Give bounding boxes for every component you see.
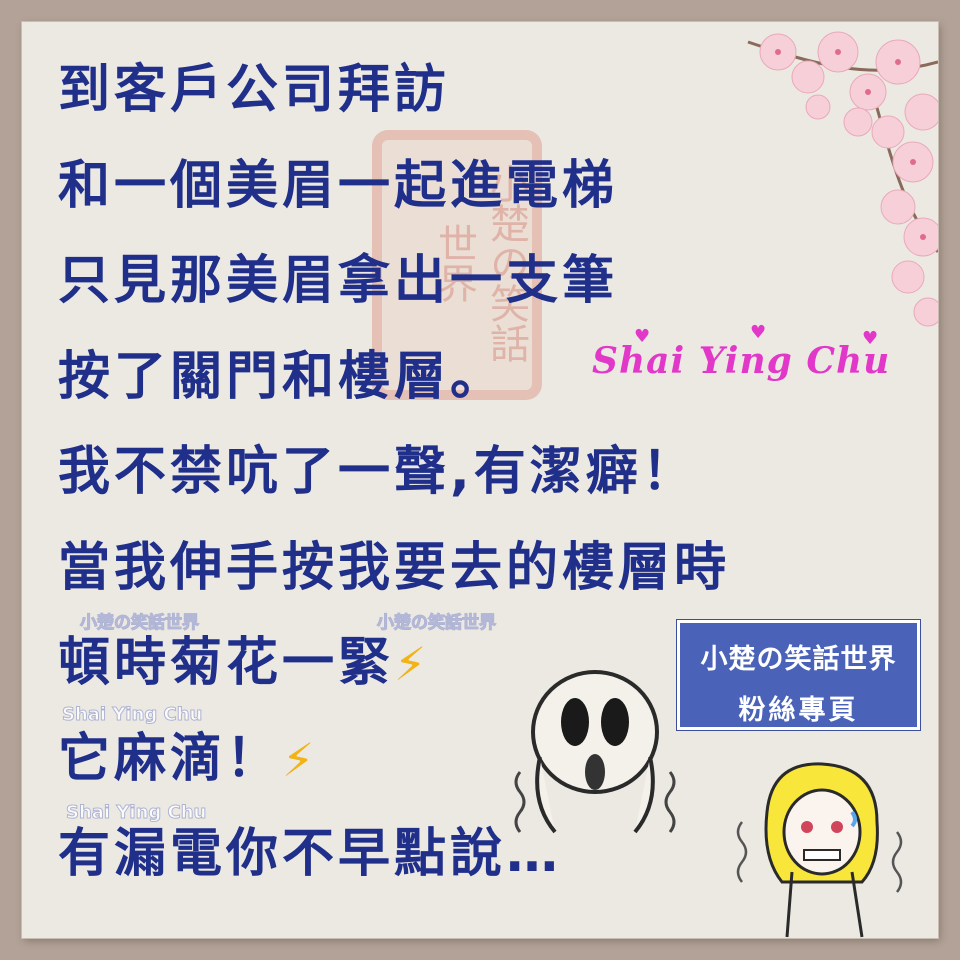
joke-line: 按了關門和樓層。 xyxy=(58,346,507,407)
joke-line: 有漏電你不早點說… xyxy=(58,824,563,884)
joke-line: 它麻滴！⚡ xyxy=(58,728,315,789)
joke-card: 小楚の笑話世界 到客戶公司拜訪 和一個美眉一起進電梯 只見那美眉拿出一支筆 按了… xyxy=(22,22,938,938)
joke-text: 到客戶公司拜訪 和一個美眉一起進電梯 只見那美眉拿出一支筆 按了關門和樓層。 我… xyxy=(58,60,730,920)
lightning-bolt-icon: ⚡ xyxy=(394,637,427,691)
joke-line: 我不禁吭了一聲,有潔癖！ xyxy=(58,442,698,502)
lightning-bolt-icon: ⚡ xyxy=(282,732,315,787)
heart-icon: ♥ xyxy=(750,322,767,343)
screaming-face-sticker xyxy=(514,670,676,834)
joke-line: 只見那美眉拿出一支筆 xyxy=(58,251,619,311)
joke-line: 和一個美眉一起進電梯 xyxy=(58,155,619,216)
joke-line: 頓時菊花一緊⚡ xyxy=(58,633,427,693)
seal-text: 小楚の笑話世界 xyxy=(431,163,529,363)
joke-line: 到客戶公司拜訪 xyxy=(58,60,451,120)
heart-icon: ♥ xyxy=(634,326,651,347)
watermark-cn: 小楚の笑話世界 xyxy=(80,613,200,634)
fan-page-badge: 小楚の笑話世界 粉絲專頁 xyxy=(677,620,920,730)
background-seal: 小楚の笑話世界 xyxy=(372,130,542,400)
badge-title: 小楚の笑話世界 xyxy=(700,644,897,675)
watermark-cn: 小楚の笑話世界 xyxy=(377,613,497,634)
signature: Shai Ying Chu xyxy=(592,340,891,382)
joke-line: 當我伸手按我要去的樓層時 xyxy=(58,537,731,598)
badge-subtitle: 粉絲專頁 xyxy=(738,695,859,726)
grimacing-girl-sticker xyxy=(736,762,903,938)
heart-icon: ♥ xyxy=(862,328,879,349)
watermark-en: Shai Ying Chu xyxy=(65,802,207,824)
cherry-blossom-decoration xyxy=(747,31,938,327)
watermark-en: Shai Ying Chu xyxy=(61,704,203,726)
